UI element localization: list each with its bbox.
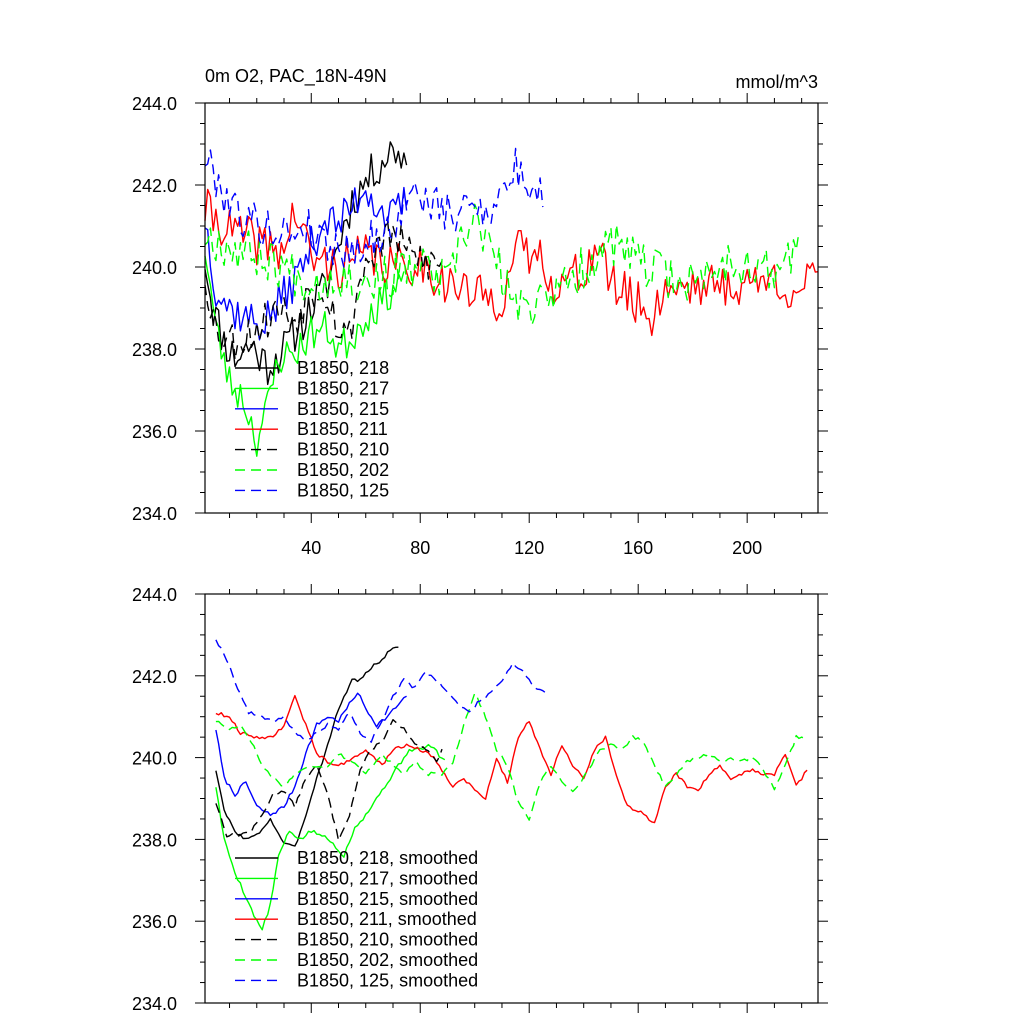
series-line-4: [215, 719, 443, 842]
y-tick-label: 242.0: [132, 667, 177, 687]
series-line-3: [215, 694, 808, 824]
y-tick-label: 234.0: [132, 504, 177, 524]
y-tick-label: 238.0: [132, 830, 177, 850]
series-lines: [215, 639, 808, 931]
x-tick-label: 80: [410, 538, 430, 558]
x-tick-label: 40: [301, 538, 321, 558]
y-tick-label: 244.0: [132, 94, 177, 114]
x-tick-label: 160: [623, 538, 653, 558]
series-line-5: [204, 203, 800, 326]
legend-label: B1850, 210, smoothed: [297, 930, 478, 950]
series-line-5: [215, 692, 805, 821]
series-line-6: [204, 147, 544, 269]
y-tick-label: 234.0: [132, 994, 177, 1014]
series-line-2: [204, 186, 408, 341]
legend-label: B1850, 218, smoothed: [297, 848, 478, 868]
legend-label: B1850, 202, smoothed: [297, 950, 478, 970]
y-tick-label: 244.0: [132, 585, 177, 605]
legend-label: B1850, 210: [297, 440, 389, 460]
legend-label: B1850, 218: [297, 358, 389, 378]
top-panel: 234.0 236.0 238.0 240.0 242.0 244.0 40 80 120 160…: [132, 93, 828, 558]
series-line-6: [215, 639, 547, 743]
series-line-1: [215, 743, 446, 931]
x-tick-label: 120: [514, 538, 544, 558]
axes: 234.0 236.0 238.0 240.0 242.0 244.0: [132, 584, 828, 1014]
y-tick-label: 236.0: [132, 422, 177, 442]
y-tick-label: 240.0: [132, 749, 177, 769]
series-lines: [204, 141, 819, 457]
series-line-4: [204, 218, 443, 361]
legend-label: B1850, 125, smoothed: [297, 970, 478, 990]
y-tick-label: 238.0: [132, 340, 177, 360]
legend-label: B1850, 217: [297, 378, 389, 398]
axes: 234.0 236.0 238.0 240.0 242.0 244.0 40 80 120 160…: [132, 93, 828, 558]
legend-label: B1850, 215: [297, 399, 389, 419]
series-line-3: [204, 188, 819, 337]
bottom-panel: 234.0 236.0 238.0 240.0 242.0 244.0 B1850, 218…: [132, 584, 828, 1014]
legend-label: B1850, 211, smoothed: [297, 909, 477, 929]
chart-title: 0m O2, PAC_18N-49N: [205, 66, 387, 87]
series-line-2: [215, 692, 407, 817]
y-tick-label: 236.0: [132, 912, 177, 932]
units-label: mmol/m^3: [736, 72, 818, 92]
series-line-0: [215, 646, 399, 847]
legend-label: B1850, 215, smoothed: [297, 889, 478, 909]
legend-label: B1850, 202: [297, 460, 389, 480]
legend-label: B1850, 211: [297, 419, 388, 439]
y-tick-label: 242.0: [132, 176, 177, 196]
legend-label: B1850, 125: [297, 480, 389, 500]
series-line-0: [204, 141, 408, 386]
y-tick-label: 240.0: [132, 258, 177, 278]
series-line-1: [204, 255, 405, 457]
x-tick-label: 200: [732, 538, 762, 558]
legend-label: B1850, 217, smoothed: [297, 868, 478, 888]
